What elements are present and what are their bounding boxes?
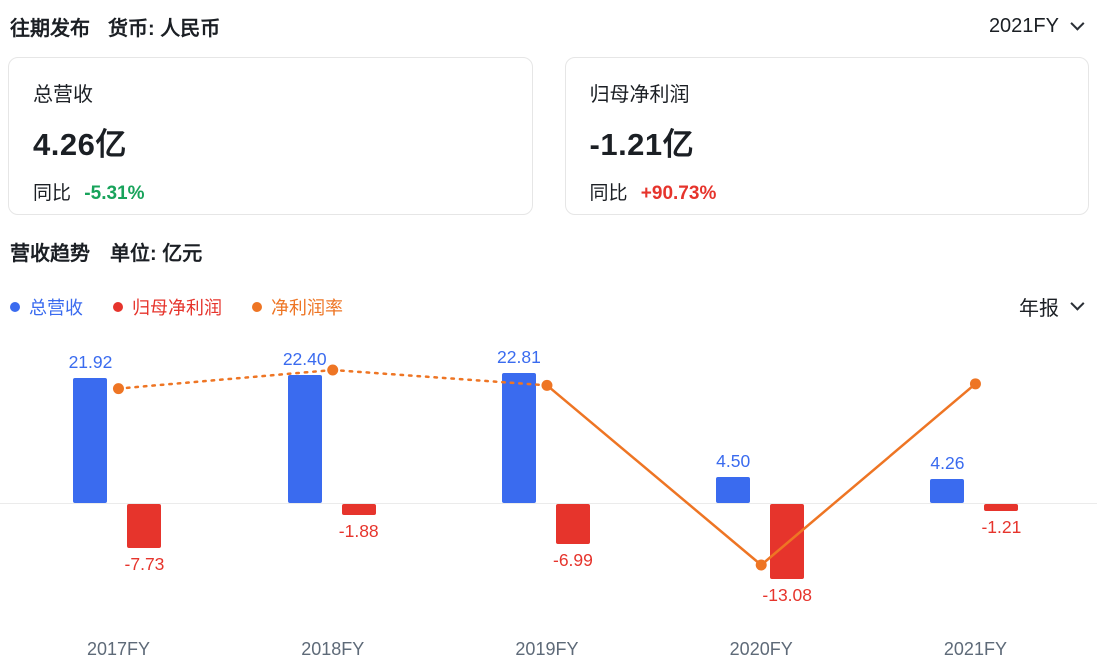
legend-label: 净利润率 [271,297,343,318]
bar-net-profit-value: -13.08 [762,584,813,605]
legend-item-2[interactable]: 净利润率 [252,294,343,320]
fiscal-period-value: 2021FY [988,15,1059,37]
bar-net-profit-value: -7.73 [124,554,165,575]
bar-revenue [716,477,751,503]
net-margin-line-segment [545,384,763,567]
legend-item-1[interactable]: 归母净利润 [113,294,222,320]
currency-label: 货币: 人民币 [108,18,221,40]
section-header: 营收趋势 单位: 亿元 [10,237,1081,266]
category-label: 2021FY [943,639,1007,659]
net-profit-yoy-value: +90.73% [640,183,717,204]
revenue-card-title: 总营收 [33,84,93,106]
bar-net-profit [984,504,1019,511]
bar-net-profit [127,504,162,549]
bar-revenue [501,372,536,503]
net-margin-point [755,559,767,571]
bar-net-profit [770,504,805,579]
legend-row: 总营收 归母净利润 净利润率 年报 [10,292,1085,321]
category-label: 2019FY [515,639,579,659]
net-margin-line [112,364,981,571]
net-profit-card-title: 归母净利润 [589,84,690,106]
bar-revenue-value: 22.40 [282,349,327,370]
net-margin-line-segment [759,382,977,567]
bar-revenue [930,478,965,503]
bar-net-profit-value: -1.21 [981,516,1022,537]
net-margin-line-segment [331,368,549,387]
revenue-trend-chart: 21.92 -7.73 2017FY 22.40 -1.88 2018FY 22.81 -6.… [0,343,1097,668]
report-period-dropdown[interactable]: 年报 [1019,292,1085,321]
net-margin-point [969,378,981,390]
section-title: 营收趋势 [10,243,90,265]
legend-item-0[interactable]: 总营收 [10,294,83,320]
bar-net-profit-value: -1.88 [338,520,379,541]
category-label: 2020FY [729,639,793,659]
legend-label: 归母净利润 [132,297,222,318]
net-profit-card: 归母净利润 -1.21亿 同比 +90.73% [564,57,1089,215]
section-unit-label: 单位: 亿元 [110,243,203,265]
category-label: 2018FY [301,639,365,659]
page-title: 往期发布 [10,18,90,40]
zero-axis-line [0,503,1097,504]
legend-dot-icon [113,301,123,312]
revenue-card-value: 4.26亿 [33,127,127,162]
net-margin-line-segment [117,368,334,390]
bar-revenue-value: 4.50 [716,451,751,472]
bar-revenue-value: 22.81 [497,346,541,367]
net-profit-yoy-label: 同比 [589,183,628,204]
bar-net-profit [555,504,590,544]
bar-revenue [73,378,108,503]
chevron-down-icon [1070,296,1085,311]
bar-revenue [287,375,322,503]
revenue-yoy-label: 同比 [33,183,72,204]
bar-revenue-value: 4.26 [930,452,965,473]
net-margin-point [541,379,553,391]
legend-dot-icon [10,301,20,312]
revenue-yoy-value: -5.31% [84,183,145,204]
net-margin-point [327,364,339,376]
chevron-down-icon [1070,16,1085,31]
report-period-value: 年报 [1019,298,1059,320]
category-label: 2017FY [86,639,150,659]
bar-net-profit-value: -6.99 [553,549,593,570]
fiscal-period-dropdown[interactable]: 2021FY [988,15,1085,38]
net-profit-card-value: -1.21亿 [589,127,695,162]
revenue-card: 总营收 4.26亿 同比 -5.31% [8,57,533,215]
legend-dot-icon [252,301,262,312]
bar-revenue-value: 21.92 [68,352,113,373]
header: 往期发布 货币: 人民币 2021FY [0,0,1097,41]
summary-cards: 总营收 4.26亿 同比 -5.31% 归母净利润 -1.21亿 同比 +90.… [8,57,1089,215]
chart-legend: 总营收 归母净利润 净利润率 [10,294,343,320]
bar-net-profit [341,504,376,515]
net-margin-point [112,383,124,395]
legend-label: 总营收 [29,297,83,318]
